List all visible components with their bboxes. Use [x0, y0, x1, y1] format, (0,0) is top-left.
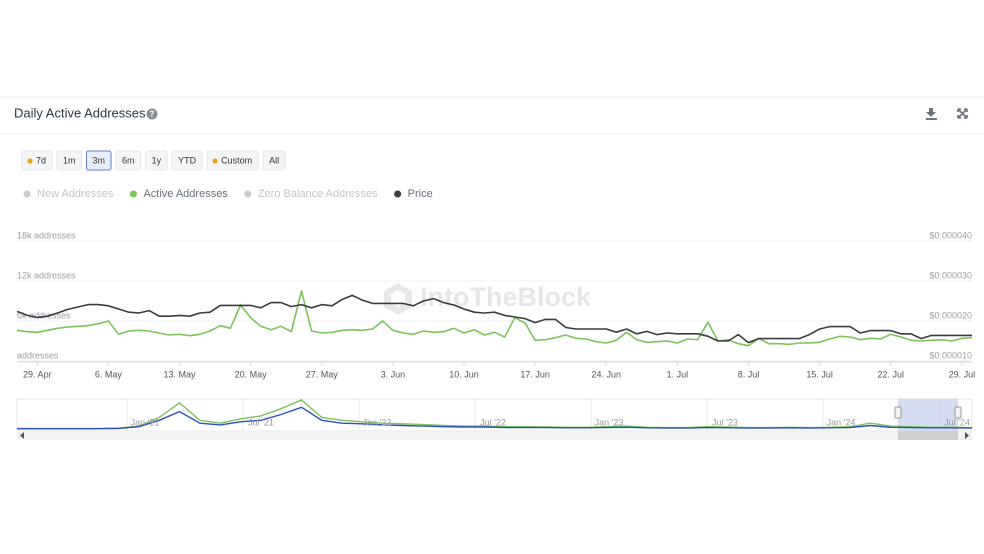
- legend-label[interactable]: New Addresses: [37, 188, 114, 200]
- range-button[interactable]: 1y: [145, 150, 168, 171]
- range-button[interactable]: 3m: [86, 150, 112, 171]
- y2-tick-label: $0.000040: [929, 230, 972, 240]
- watermark-logo: [384, 283, 412, 315]
- range-button-box[interactable]: [56, 150, 83, 171]
- range-button-box[interactable]: [21, 150, 53, 171]
- legend-label[interactable]: Active Addresses: [143, 188, 228, 200]
- range-button-box[interactable]: [171, 150, 203, 171]
- x-tick-label: 10. Jun: [449, 369, 479, 379]
- lock-dot[interactable]: [212, 158, 218, 164]
- download-icon[interactable]: [926, 108, 937, 120]
- help-icon[interactable]: ?: [146, 108, 158, 120]
- navigator-label: Jan '23: [595, 417, 624, 427]
- range-button-label[interactable]: 1m: [63, 155, 76, 165]
- x-tick-label: 20. May: [235, 369, 268, 379]
- legend-label[interactable]: Price: [408, 188, 433, 200]
- navigator-label: Jul '22: [480, 417, 506, 427]
- y-tick-label: 12k addresses: [17, 270, 76, 280]
- range-button[interactable]: All: [262, 150, 286, 171]
- navigator-handle-left[interactable]: [894, 406, 902, 419]
- range-button-label[interactable]: YTD: [178, 155, 197, 165]
- range-button[interactable]: 6m: [115, 150, 142, 171]
- lock-dot[interactable]: [27, 158, 33, 164]
- expand-arrows[interactable]: [957, 108, 968, 119]
- navigator-selection[interactable]: [898, 399, 958, 431]
- watermark-text: IntoTheBlock: [420, 282, 592, 312]
- legend-marker[interactable]: [394, 190, 402, 198]
- range-button[interactable]: Custom: [206, 150, 259, 171]
- y2-tick-label: $0.000020: [929, 310, 972, 320]
- y-tick-label: addresses: [17, 350, 59, 360]
- x-tick-label: 13. May: [164, 369, 197, 379]
- range-button-label[interactable]: 7d: [36, 155, 46, 165]
- navigator: Jan '21 Jul '21 Jan '22 Jul '22 Jan '23 Jul '…: [16, 398, 973, 432]
- x-tick-label: 29. Jul: [949, 369, 976, 379]
- legend-marker[interactable]: [23, 190, 31, 198]
- range-button[interactable]: 7d: [21, 150, 53, 171]
- legend-marker[interactable]: [129, 190, 137, 198]
- scrollbar: [17, 431, 972, 440]
- help-circle[interactable]: [146, 108, 158, 120]
- legend-label[interactable]: Zero Balance Addresses: [258, 188, 378, 200]
- help-glyph[interactable]: ?: [150, 110, 155, 119]
- x-tick-label: 6. May: [95, 369, 123, 379]
- x-tick-label: 3. Jun: [381, 369, 406, 379]
- legend: New Addresses Active Addresses Zero Balanc…: [23, 188, 433, 200]
- navigator-line: [17, 406, 973, 430]
- download-stem[interactable]: [929, 108, 933, 113]
- range-buttons: 7d 1m 3m 6m 1y YTD Custom All: [21, 150, 286, 171]
- x-tick-label: 24. Jun: [591, 369, 621, 379]
- download-tray[interactable]: [926, 118, 937, 120]
- range-button-box[interactable]: [206, 150, 259, 171]
- navigator-label: Jan '24: [827, 417, 856, 427]
- navigator-label: Jan '22: [363, 417, 392, 427]
- navigator-label: Jan '21: [131, 417, 160, 427]
- range-button-label[interactable]: 3m: [93, 155, 106, 165]
- y-tick-label: 6k addresses: [17, 310, 71, 320]
- navigator-frame: [16, 398, 973, 432]
- range-button[interactable]: 1m: [56, 150, 83, 171]
- x-tick-label: 22. Jul: [877, 369, 904, 379]
- y2-tick-label: $0.000010: [929, 350, 972, 360]
- scroll-right[interactable]: [965, 432, 969, 439]
- range-button-label[interactable]: 6m: [122, 155, 135, 165]
- plot: addresses 6k addresses 12k addresses 18k ad…: [16, 230, 976, 379]
- range-button-label[interactable]: Custom: [221, 155, 252, 165]
- range-button-box[interactable]: [262, 150, 286, 171]
- range-button-box[interactable]: [145, 150, 168, 171]
- y2-tick-label: $0.000030: [929, 270, 972, 280]
- scroll-left[interactable]: [20, 432, 24, 439]
- navigator-label: Jul '24: [944, 417, 970, 427]
- range-button-label[interactable]: 1y: [152, 155, 162, 165]
- x-tick-label: 8. Jul: [738, 369, 760, 379]
- x-tick-label: 27. May: [306, 369, 339, 379]
- download-arrow[interactable]: [926, 112, 936, 117]
- y-tick-label: 18k addresses: [17, 230, 76, 240]
- range-button-label[interactable]: All: [269, 155, 279, 165]
- scrollbar-track[interactable]: [17, 431, 972, 440]
- scrollbar-thumb[interactable]: [898, 431, 958, 440]
- range-button-box[interactable]: [115, 150, 142, 171]
- widget-title: Daily Active Addresses: [14, 105, 146, 120]
- range-button[interactable]: YTD: [171, 150, 203, 171]
- series-line: [16, 290, 973, 347]
- navigator-handle-right[interactable]: [954, 406, 962, 419]
- x-tick-label: 17. Jun: [520, 369, 550, 379]
- range-button-box[interactable]: [86, 150, 112, 171]
- x-tick-label: 29. Apr: [23, 369, 52, 379]
- x-tick-label: 15. Jul: [806, 369, 833, 379]
- navigator-label: Jul '21: [248, 417, 274, 427]
- navigator-label: Jul '23: [712, 417, 738, 427]
- x-tick-label: 1. Jul: [667, 369, 689, 379]
- series-line: [16, 294, 972, 344]
- watermark: IntoTheBlock: [384, 282, 592, 315]
- legend-marker[interactable]: [244, 190, 252, 198]
- expand-icon[interactable]: [957, 108, 968, 119]
